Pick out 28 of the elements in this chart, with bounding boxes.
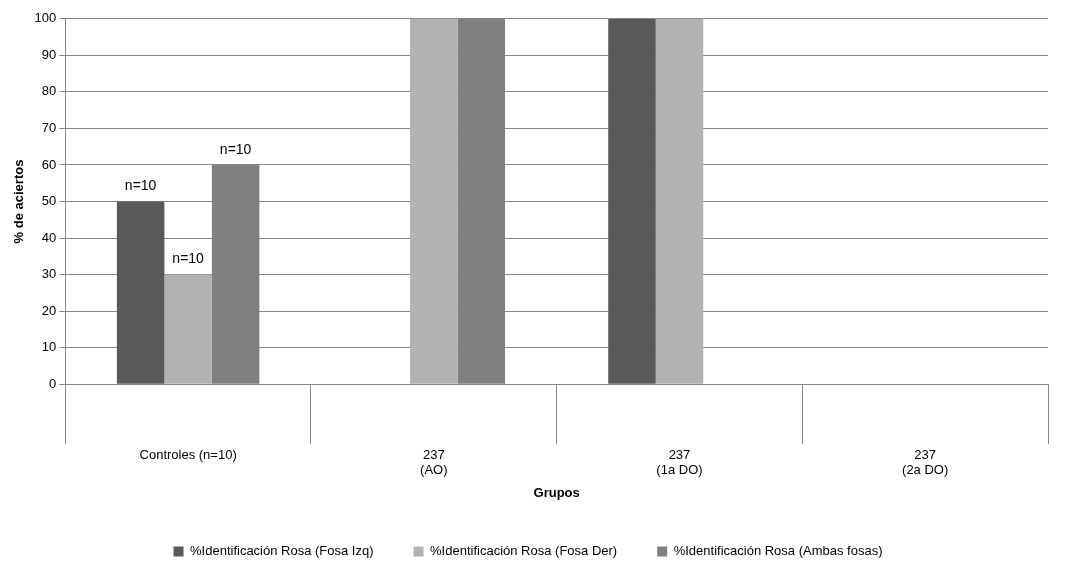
bar bbox=[410, 18, 458, 384]
y-tick-label: 70 bbox=[41, 120, 57, 135]
y-tick-label: 10 bbox=[41, 339, 57, 355]
legend-label: %Identificación Rosa (Fosa Der) bbox=[430, 543, 618, 559]
annotation: n=10 bbox=[124, 177, 157, 194]
y-tick-label: 80 bbox=[41, 83, 57, 99]
x-tick-label: 237 (2a DO) bbox=[902, 446, 949, 478]
bar bbox=[116, 201, 165, 384]
x-tick-label: 237 (AO) bbox=[420, 446, 448, 478]
y-tick-label: 60 bbox=[41, 156, 57, 172]
bar bbox=[655, 18, 704, 384]
y-tick-label: 50 bbox=[41, 193, 57, 209]
y-tick-label: 40 bbox=[41, 229, 57, 245]
bar bbox=[164, 274, 212, 384]
y-tick-label: 90 bbox=[41, 46, 57, 62]
bar bbox=[608, 18, 656, 384]
x-axis-title: Grupos bbox=[533, 484, 580, 500]
annotation: n=10 bbox=[219, 140, 252, 157]
annotation: n=10 bbox=[172, 250, 205, 267]
y-tick-label: 30 bbox=[41, 266, 57, 282]
x-tick-label: 237 (1a DO) bbox=[656, 446, 703, 478]
y-tick-label: 100 bbox=[34, 10, 57, 26]
legend-label: %Identificación Rosa (Ambas fosas) bbox=[673, 543, 883, 559]
y-tick-label: 20 bbox=[41, 302, 57, 318]
y-tick-label: 0 bbox=[49, 375, 57, 391]
x-tick-label: Controles (n=10) bbox=[139, 446, 237, 462]
legend-label: %Identificación Rosa (Fosa Izq) bbox=[190, 543, 374, 559]
y-axis-title: % de aciertos bbox=[11, 159, 27, 244]
